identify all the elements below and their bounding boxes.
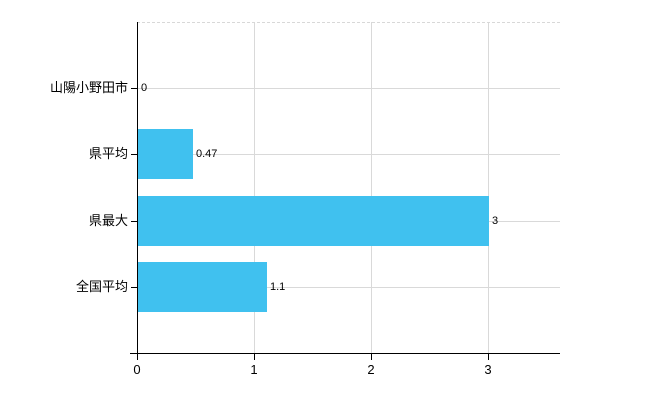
- category-gridline: [137, 287, 560, 288]
- x-tick-label: 3: [484, 362, 492, 377]
- category-label: 県最大: [88, 213, 128, 228]
- x-gridline: [488, 22, 489, 353]
- category-gridline: [137, 88, 560, 89]
- value-label: 0.47: [196, 148, 218, 160]
- plot-top-border: [137, 22, 560, 23]
- value-label: 1.1: [270, 281, 286, 293]
- x-tick-label: 2: [367, 362, 375, 377]
- x-tick: [488, 354, 489, 360]
- x-tick: [137, 354, 138, 360]
- x-tick-label: 0: [133, 362, 141, 377]
- category-tick: [131, 221, 137, 222]
- x-gridline: [371, 22, 372, 353]
- value-label: 3: [492, 215, 499, 227]
- category-label: 山陽小野田市: [49, 80, 128, 95]
- category-label: 全国平均: [75, 279, 128, 294]
- bar-3: [138, 196, 489, 246]
- x-gridline: [254, 22, 255, 353]
- category-tick: [131, 154, 137, 155]
- value-label: 0: [141, 82, 148, 94]
- y-axis: [137, 22, 138, 353]
- bar-2: [138, 129, 193, 179]
- x-tick: [371, 354, 372, 360]
- x-axis: [130, 353, 560, 354]
- bar-4: [138, 262, 267, 312]
- x-tick-label: 1: [250, 362, 258, 377]
- category-tick: [131, 88, 137, 89]
- category-label: 県平均: [88, 146, 128, 161]
- category-tick: [131, 287, 137, 288]
- category-gridline: [137, 154, 560, 155]
- x-tick: [254, 354, 255, 360]
